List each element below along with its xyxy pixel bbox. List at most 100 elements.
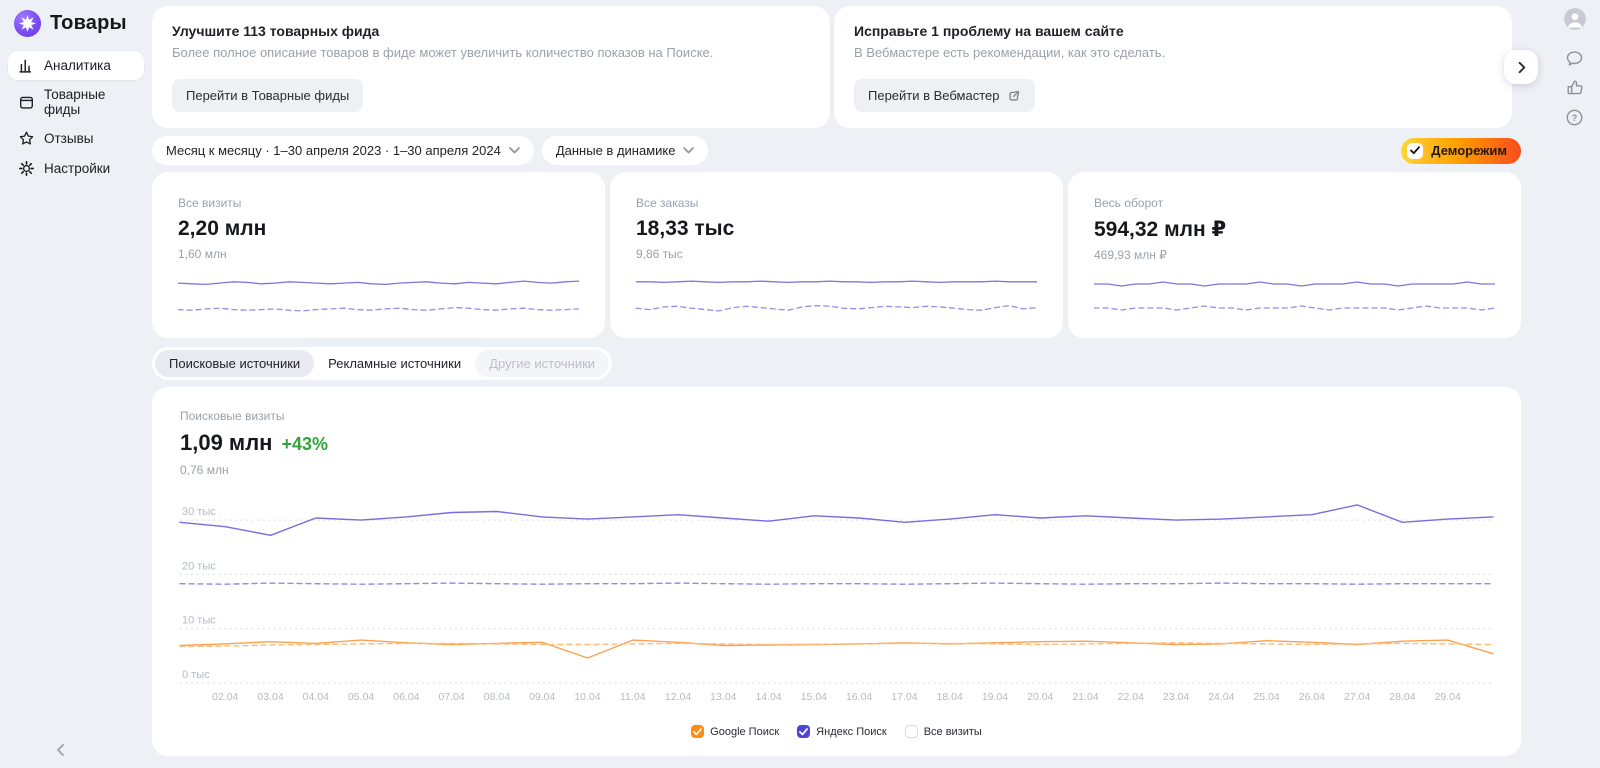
metric-previous-value: 469,93 млн ₽ xyxy=(1094,248,1167,262)
metric-label: Все визиты xyxy=(178,196,242,210)
x-tick-label: 23.04 xyxy=(1162,691,1190,703)
x-tick-label: 24.04 xyxy=(1208,691,1235,703)
x-tick-label: 18.04 xyxy=(936,691,963,703)
metric-card-visits[interactable]: Все визиты 2,20 млн 1,60 млн xyxy=(152,172,605,338)
external-link-icon xyxy=(1008,90,1019,101)
x-tick-label: 09.04 xyxy=(529,691,556,703)
banner-title: Исправьте 1 проблему на вашем сайте xyxy=(854,23,1124,39)
chart-legend: Google Поиск Яндекс Поиск Все визиты xyxy=(152,725,1521,738)
chart-line-current xyxy=(179,639,1494,659)
go-to-webmaster-button[interactable]: Перейти в Вебмастер xyxy=(854,79,1035,112)
sidebar-item-label: Настройки xyxy=(44,161,111,176)
sparkline-orders xyxy=(636,270,1037,322)
x-tick-label: 02.04 xyxy=(212,691,239,703)
analytics-icon xyxy=(19,59,32,73)
metric-value: 2,20 млн xyxy=(178,217,267,240)
x-tick-label: 13.04 xyxy=(710,691,737,703)
metric-card-revenue[interactable]: Весь оборот 594,32 млн ₽ 469,93 млн ₽ xyxy=(1068,172,1521,338)
x-tick-label: 07.04 xyxy=(438,691,465,703)
legend-item-google-поиск[interactable]: Google Поиск xyxy=(691,725,779,738)
x-tick-label: 11.04 xyxy=(620,691,646,703)
app-title: Товары xyxy=(50,12,127,34)
metrics-row: Все визиты 2,20 млн 1,60 млн Все заказы … xyxy=(152,172,1521,338)
y-tick-label: 0 тыс xyxy=(182,669,210,681)
chart-line-current xyxy=(179,504,1494,536)
button-label: Перейти в Товарные фиды xyxy=(186,88,350,103)
checkbox-checked-icon[interactable] xyxy=(797,725,811,738)
sidebar-item-label: Аналитика xyxy=(44,58,111,73)
demo-badge-label: Деморежим xyxy=(1431,143,1507,158)
sidebar-item-analytics[interactable]: Аналитика xyxy=(8,51,144,80)
period-select-value: Месяц к месяцу · 1–30 апреля 2023 · 1–30… xyxy=(166,143,501,158)
filter-row: Месяц к месяцу · 1–30 апреля 2023 · 1–30… xyxy=(152,135,1521,166)
chart-line-previous xyxy=(1094,305,1495,311)
demo-check-icon xyxy=(1407,142,1424,159)
chat-icon[interactable] xyxy=(1565,49,1584,68)
banner-feeds: Улучшите 113 товарных фида Более полное … xyxy=(152,6,830,128)
right-icon-strip: ? xyxy=(1540,0,1600,768)
metric-previous-value: 1,60 млн xyxy=(178,247,227,261)
x-tick-label: 05.04 xyxy=(347,691,375,703)
sidebar-collapse-button[interactable] xyxy=(52,742,70,760)
button-label: Перейти в Вебмастер xyxy=(868,88,1000,103)
help-icon[interactable]: ? xyxy=(1565,108,1584,127)
legend-item-яндекс-поиск[interactable]: Яндекс Поиск xyxy=(797,725,887,738)
sidebar-nav: Аналитика Товарные фиды Отзывы Настройки xyxy=(0,51,152,183)
chart-line-current xyxy=(1094,281,1495,287)
x-tick-label: 06.04 xyxy=(393,691,420,703)
banner-title: Улучшите 113 товарных фида xyxy=(172,23,380,39)
checkbox-checked-icon[interactable] xyxy=(691,725,705,738)
x-tick-label: 12.04 xyxy=(664,691,692,703)
sidebar-item-feeds[interactable]: Товарные фиды xyxy=(8,81,144,123)
banner-subtitle: Более полное описание товаров в фиде мож… xyxy=(172,45,714,60)
data-mode-select[interactable]: Данные в динамике xyxy=(541,136,709,165)
chevron-left-icon xyxy=(57,744,64,756)
line-chart-plot[interactable]: 0 тыс 10 тыс 20 тыс 30 тыс xyxy=(179,487,1494,693)
x-tick-label: 16.04 xyxy=(845,691,873,703)
legend-label: Яндекс Поиск xyxy=(816,725,887,738)
logo-star-icon xyxy=(14,10,41,37)
legend-label: Все визиты xyxy=(923,725,982,738)
chart-previous-value: 0,76 млн xyxy=(180,463,229,477)
metric-value: 594,32 млн ₽ xyxy=(1094,218,1227,241)
metric-label: Все заказы xyxy=(636,196,699,210)
feeds-icon xyxy=(20,96,33,109)
x-tick-label: 03.04 xyxy=(257,691,284,703)
thumbs-up-icon[interactable] xyxy=(1565,78,1584,97)
chart-metric-value: 1,09 млн xyxy=(180,430,273,455)
go-to-feeds-button[interactable]: Перейти в Товарные фиды xyxy=(172,79,364,112)
y-tick-label: 10 тыс xyxy=(182,615,216,627)
chart-line-previous xyxy=(636,304,1037,312)
chevron-down-icon xyxy=(683,147,695,154)
banner-webmaster: Исправьте 1 проблему на вашем сайте В Ве… xyxy=(834,6,1512,128)
checkbox-unchecked-icon[interactable] xyxy=(904,725,918,738)
x-tick-label: 28.04 xyxy=(1389,691,1416,703)
sidebar-item-reviews[interactable]: Отзывы xyxy=(8,124,144,153)
chart-line-current xyxy=(178,280,579,286)
tab-search-sources[interactable]: Поисковые источники xyxy=(155,350,315,377)
sources-tabbar: Поисковые источники Рекламные источники … xyxy=(152,347,613,380)
metric-value: 18,33 тыс xyxy=(636,217,735,240)
user-avatar[interactable] xyxy=(1564,8,1586,30)
main-content: Улучшите 113 товарных фида Более полное … xyxy=(152,0,1521,756)
x-tick-label: 21.04 xyxy=(1072,691,1099,703)
sidebar-item-settings[interactable]: Настройки xyxy=(8,154,144,183)
period-select[interactable]: Месяц к месяцу · 1–30 апреля 2023 · 1–30… xyxy=(152,136,534,165)
sparkline-revenue xyxy=(1094,270,1495,322)
metric-card-orders[interactable]: Все заказы 18,33 тыс 9,86 тыс xyxy=(610,172,1063,338)
x-tick-label: 19.04 xyxy=(981,691,1009,703)
banner-subtitle: В Вебмастере есть рекомендации, как это … xyxy=(854,45,1166,60)
demo-mode-toggle[interactable]: Деморежим xyxy=(1401,137,1521,164)
tab-ad-sources[interactable]: Рекламные источники xyxy=(328,356,462,371)
chart-line-previous xyxy=(178,306,579,312)
y-tick-label: 20 тыс xyxy=(182,560,216,572)
legend-item-все-визиты[interactable]: Все визиты xyxy=(904,725,982,738)
carousel-next-button[interactable] xyxy=(1504,50,1538,84)
chart-line-current xyxy=(636,280,1037,284)
tab-other-sources[interactable]: Другие источники xyxy=(475,350,610,377)
legend-label: Google Поиск xyxy=(710,725,780,738)
x-tick-label: 17.04 xyxy=(891,691,918,703)
chevron-down-icon xyxy=(509,147,520,154)
x-tick-label: 29.04 xyxy=(1434,691,1461,703)
app-logo[interactable]: Товары xyxy=(0,0,152,45)
